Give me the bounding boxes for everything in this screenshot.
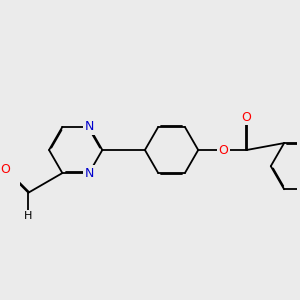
Text: O: O xyxy=(242,111,252,124)
Text: N: N xyxy=(84,120,94,134)
Text: N: N xyxy=(84,167,94,180)
Text: H: H xyxy=(24,211,33,221)
Text: O: O xyxy=(0,163,10,176)
Text: O: O xyxy=(219,143,229,157)
